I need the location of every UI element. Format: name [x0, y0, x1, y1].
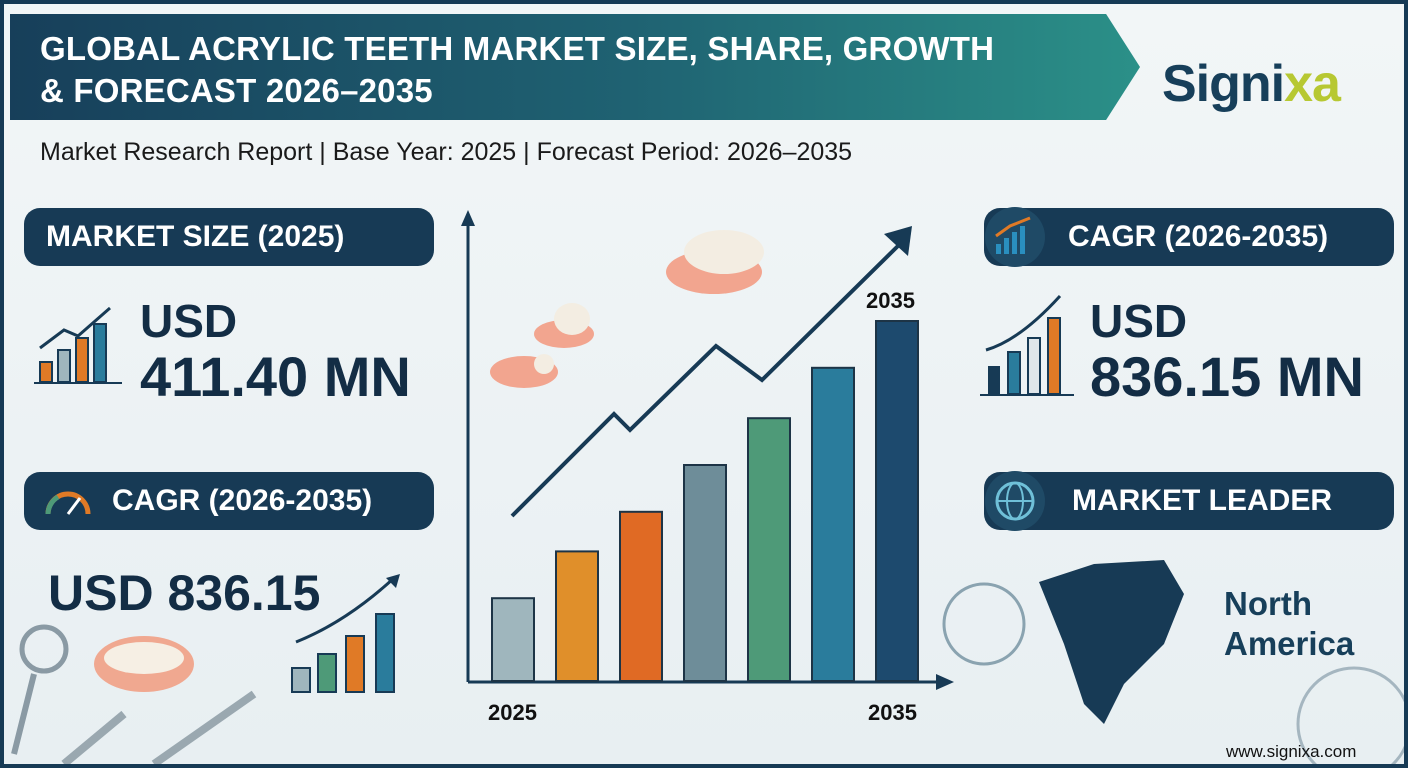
- x-start-label: 2025: [488, 700, 537, 725]
- bar-chart-icon: [980, 294, 1074, 396]
- globe-icon: [985, 471, 1045, 531]
- title-line-1: GLOBAL ACRYLIC TEETH MARKET SIZE, SHARE,…: [40, 30, 995, 67]
- signixa-logo: Signixa: [1162, 55, 1341, 113]
- chart-bar-1: [491, 597, 535, 683]
- chart-bar-6: [811, 366, 855, 682]
- y-axis-arrow: [461, 210, 475, 226]
- bar-chart-icon: [34, 306, 122, 384]
- trend-arrow: [884, 226, 912, 256]
- cagr-left-value: USD 836.15: [48, 565, 321, 621]
- globe-illustration: [942, 582, 1026, 666]
- growth-bars-icon: [291, 574, 400, 693]
- cagr-right-pill: CAGR (2026-2035): [984, 207, 1394, 267]
- region-line-1: North: [1224, 585, 1312, 622]
- title-banner: GLOBAL ACRYLIC TEETH MARKET SIZE, SHARE,…: [10, 14, 1140, 120]
- chart-bar-3: [619, 510, 663, 682]
- market-leader-pill: MARKET LEADER: [984, 471, 1394, 531]
- title-line-2: & FORECAST 2026–2035: [40, 72, 433, 109]
- infographic: GLOBAL ACRYLIC TEETH MARKET SIZE, SHARE,…: [4, 4, 1404, 764]
- cagr-right-currency: USD: [1090, 295, 1188, 347]
- website-link[interactable]: www.signixa.com: [1226, 742, 1357, 761]
- cagr-left-pill: CAGR (2026-2035): [24, 472, 434, 530]
- chart-bar-4: [683, 464, 727, 682]
- chart-bar-5: [747, 417, 791, 682]
- leader-region: North America: [1224, 584, 1354, 664]
- dentures-and-tools-illustration: [11, 624, 257, 764]
- trend-line: [510, 238, 906, 518]
- region-line-2: America: [1224, 625, 1355, 662]
- growth-chart: [461, 210, 1404, 764]
- growth-chart-icon: [985, 207, 1045, 267]
- subtitle: Market Research Report | Base Year: 2025…: [40, 138, 853, 166]
- cagr-left-label: CAGR (2026-2035): [112, 484, 373, 517]
- market-leader-label: MARKET LEADER: [1072, 484, 1332, 517]
- market-size-label: MARKET SIZE (2025): [46, 220, 345, 253]
- x-end-label: 2035: [868, 700, 917, 725]
- market-size-currency: USD: [140, 295, 238, 347]
- x-axis-arrow: [936, 674, 954, 690]
- north-america-map: [1039, 560, 1184, 724]
- cagr-right-value: 836.15 MN: [1090, 345, 1364, 408]
- cagr-right-label: CAGR (2026-2035): [1068, 220, 1329, 253]
- market-size-pill: MARKET SIZE (2025): [24, 208, 434, 266]
- chart-bar-2: [555, 550, 599, 683]
- chart-bar-7: [875, 320, 919, 682]
- gauge-icon: [45, 491, 91, 515]
- chart-top-label: 2035: [866, 288, 915, 313]
- market-size-value: 411.40 MN: [140, 345, 411, 408]
